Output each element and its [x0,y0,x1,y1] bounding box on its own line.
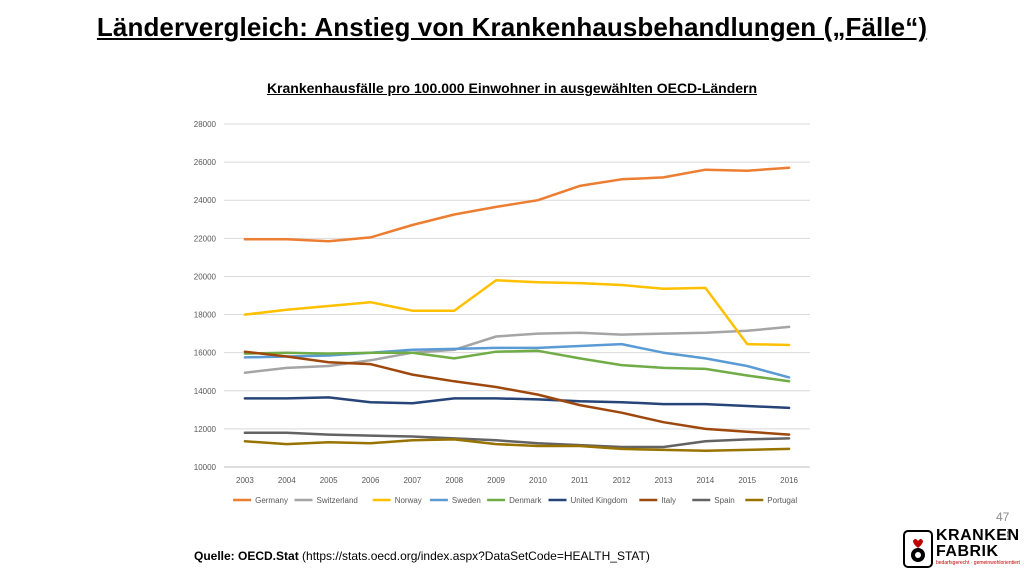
series-line-italy [243,350,791,436]
y-tick-label: 16000 [194,349,217,358]
legend-label: Denmark [509,496,542,505]
y-tick-label: 14000 [194,387,217,396]
chart-title: Krankenhausfälle pro 100.000 Einwohner i… [266,80,758,96]
x-tick-label: 2014 [696,476,714,485]
krankenhausfabrik-logo: KRANKEN FABRIK bedarfsgerecht · gemeinwo… [903,527,1020,571]
source-note: Quelle: OECD.Stat (https://stats.oecd.or… [194,549,650,563]
x-tick-label: 2004 [278,476,296,485]
legend-label: Sweden [452,496,481,505]
y-axis-ticks: 10000 12000 14000 16000 18000 20000 22000 24000… [194,120,217,472]
x-tick-label: 2013 [655,476,673,485]
logo-side-text: HAUS [1006,529,1011,541]
x-tick-label: 2006 [362,476,380,485]
x-tick-label: 2009 [487,476,505,485]
chart-grid [224,123,810,468]
x-tick-label: 2010 [529,476,547,485]
source-label: Quelle: OECD.Stat [194,549,299,563]
logo-subtitle: bedarfsgerecht · gemeinwohlorientiert [936,560,1020,566]
x-axis-ticks: 2003 2004 2005 2006 2007 2008 2009 2010 2011 2012… [236,476,798,485]
x-tick-label: 2012 [613,476,631,485]
legend-label: Germany [255,496,288,505]
y-tick-label: 20000 [194,272,217,281]
legend-label: United Kingdom [571,496,628,505]
x-tick-label: 2011 [571,476,589,485]
legend-label: Portugal [767,496,797,505]
x-tick-label: 2016 [780,476,798,485]
y-tick-label: 24000 [194,196,217,205]
legend-label: Norway [395,496,422,505]
slide-number: 47 [996,510,1010,524]
series-line-spain [243,431,791,449]
y-tick-label: 10000 [194,463,217,472]
x-tick-label: 2015 [738,476,756,485]
chart-legend: Germany Switzerland Norway Sweden Denmark Uni… [233,496,797,505]
source-url: (https://stats.oecd.org/index.aspx?DataS… [298,549,650,563]
y-tick-label: 22000 [194,234,217,243]
legend-label: Spain [714,496,734,505]
series-line-united-kingdom [243,396,791,410]
series-line-switzerland [243,325,791,374]
x-tick-label: 2007 [403,476,421,485]
x-tick-label: 2003 [236,476,254,485]
series-line-denmark [243,349,791,383]
logo-word-kranken: KRANKEN [936,527,1020,544]
y-tick-label: 18000 [194,311,217,320]
x-tick-label: 2005 [320,476,338,485]
x-tick-label: 2008 [445,476,463,485]
y-tick-label: 28000 [194,120,217,129]
gear-heart-icon [903,530,933,568]
legend-label: Switzerland [317,496,358,505]
slide-title: Ländervergleich: Anstieg von Krankenhaus… [96,12,928,42]
series-line-portugal [243,438,791,453]
series-line-germany [243,166,791,243]
series-line-norway [243,279,791,347]
logo-word-fabrik: FABRIK [936,543,999,560]
y-tick-label: 12000 [194,425,217,434]
series-lines [243,166,791,453]
legend-label: Italy [661,496,676,505]
series-line-sweden [243,342,791,379]
y-tick-label: 26000 [194,158,217,167]
